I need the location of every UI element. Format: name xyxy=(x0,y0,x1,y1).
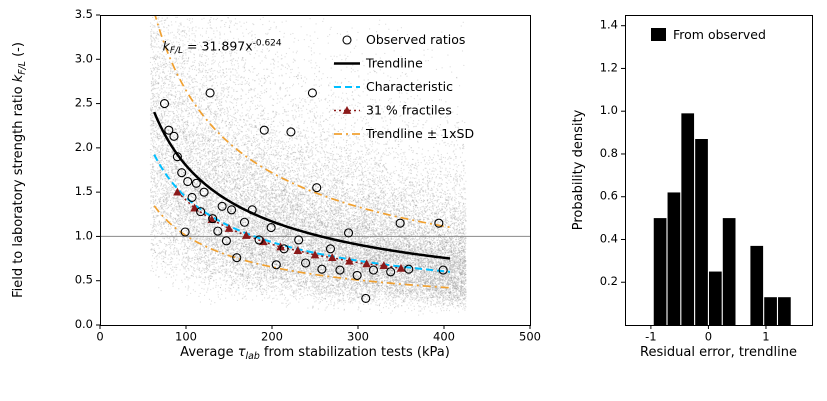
chart-canvas xyxy=(0,0,827,401)
figure: Average τ_lab from stabilization tests (… xyxy=(0,0,827,401)
